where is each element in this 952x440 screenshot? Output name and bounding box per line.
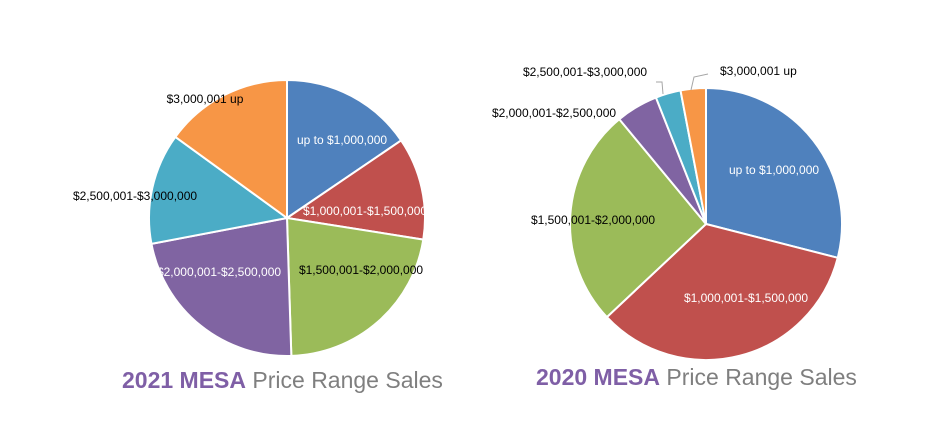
leader-line-4 — [656, 81, 664, 95]
slice-label-2020-5: $3,000,001 up — [720, 64, 797, 78]
pie-slice-2020-0 — [705, 86, 843, 260]
slice-label-2021-5: $3,000,001 up — [167, 92, 244, 106]
chart-title-2020-rest: Price Range Sales — [660, 364, 857, 390]
pie-slice-2021-5 — [173, 78, 288, 220]
pie-slice-2021-2 — [285, 216, 425, 357]
pie-slice-2021-0 — [286, 78, 403, 220]
slice-label-2020-1: $1,000,001-$1,500,000 — [684, 291, 808, 305]
slice-label-2021-2: $1,500,001-$2,000,000 — [299, 263, 423, 277]
slice-label-2020-2: $1,500,001-$2,000,000 — [531, 213, 655, 227]
slice-label-2020-0: up to $1,000,000 — [729, 163, 819, 177]
pie-chart-2020: up to $1,000,000 $1,000,001-$1,500,000 $1,… — [492, 64, 843, 361]
pie-slice-2021-1 — [284, 139, 426, 241]
slice-label-2021-0: up to $1,000,000 — [297, 133, 387, 147]
chart-title-2021: 2021 MESA Price Range Sales — [122, 367, 443, 393]
slice-label-2021-3: $2,000,001-$2,500,000 — [157, 265, 281, 279]
slice-label-2021-4: $2,500,001-$3,000,000 — [73, 189, 197, 203]
leader-line-5 — [690, 73, 709, 91]
slice-label-2021-1: $1,000,001-$1,500,000 — [303, 204, 427, 218]
chart-title-2021-bold: 2021 MESA — [122, 367, 246, 393]
chart-title-2020: 2020 MESA Price Range Sales — [536, 364, 857, 390]
pie-slice-2020-2 — [569, 117, 708, 319]
pie-slice-2021-3 — [150, 216, 293, 357]
slice-label-2020-4: $2,500,001-$3,000,000 — [523, 65, 647, 79]
pie-slice-2021-4 — [148, 135, 290, 246]
pie-chart-2021: up to $1,000,000 $1,000,001-$1,500,000 $1,… — [73, 78, 427, 357]
chart-title-2021-rest: Price Range Sales — [246, 367, 443, 393]
slice-label-2020-3: $2,000,001-$2,500,000 — [492, 106, 616, 120]
pie-slice-2020-1 — [605, 222, 839, 361]
pie-slice-2020-5 — [679, 86, 707, 225]
chart-title-2020-bold: 2020 MESA — [536, 364, 660, 390]
